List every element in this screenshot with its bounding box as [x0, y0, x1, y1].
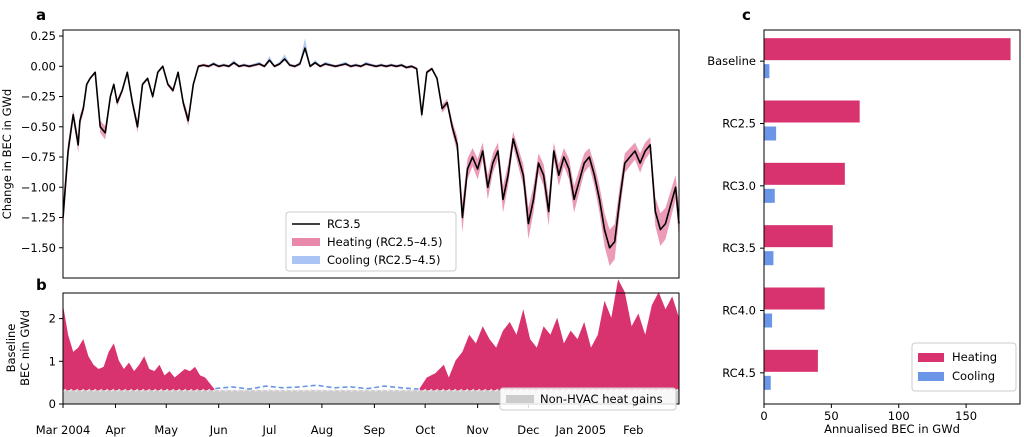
legend-swatch-heating — [292, 238, 320, 246]
panel-a-frame — [62, 29, 680, 279]
panel-b-y-tick-label: 0 — [49, 397, 56, 411]
panel-b-x-tick-label: Jul — [262, 423, 277, 437]
panel-a-legend-label: Cooling (RC2.5–4.5) — [327, 253, 440, 267]
panel-c-legend-label: Cooling — [952, 369, 995, 383]
panel-c-category-ticks: Baseline RC2.5 RC3.0 RC3.5 RC4.0 RC4.5 — [707, 54, 764, 380]
legend-swatch-heating-bar — [918, 353, 944, 362]
panel-b-x-tick-label: Aug — [311, 423, 333, 437]
panel-b-y-tick-label: 1 — [49, 354, 56, 368]
panel-b-y-label-line1: Baseline — [4, 324, 18, 373]
panel-b-x-tick-label: May — [154, 423, 178, 437]
panel-b-x-tick-label: Mar 2004 — [36, 423, 91, 437]
panel-b-x-tick-label: Oct — [415, 423, 435, 437]
panel-c-frame — [763, 29, 1021, 405]
heating-bar — [764, 38, 1011, 61]
panel-a-y-tick-label: 0.00 — [30, 59, 56, 73]
panel-a-y-tick-label: −1.50 — [21, 241, 56, 255]
panel-b-y-label-line2: BEC nin GWd — [18, 310, 32, 386]
panel-a-y-tick-label: −1.25 — [21, 211, 56, 225]
panel-b-legend: Non-HVAC heat gains — [499, 387, 677, 411]
panel-a-y-tick-label: −1.00 — [21, 180, 56, 194]
panel-a-legend-box — [285, 211, 457, 272]
panel-a-legend-label: Heating (RC2.5–4.5) — [327, 235, 442, 249]
panel-c-label: c — [742, 6, 751, 24]
heating-bar — [764, 225, 833, 248]
panel-a-y-tick-label: −0.25 — [21, 90, 56, 104]
panel-c-x-label: Annualised BEC in GWd — [824, 422, 960, 436]
panel-a-y-label: Change in BEC in GWd — [0, 89, 14, 219]
category-tick-label: Baseline — [707, 54, 756, 68]
panel-b-frame — [62, 292, 680, 405]
panel-c: c Baseline RC2.5 RC3.0 RC3.5 RC4.0 RC4.5 0 50 1… — [707, 6, 1021, 436]
heating-band — [63, 46, 679, 266]
cooling-bar — [764, 251, 774, 266]
panel-b-x-tick-label: Dec — [517, 423, 539, 437]
panel-c-x-ticks: 0 50 100 150 — [760, 404, 977, 423]
legend-swatch-non-hvac — [506, 395, 534, 403]
panel-b-x-ticks: Mar 2004 Apr May Jun Jul Aug Sep Oct Nov Dec Jan 2… — [36, 404, 643, 437]
cooling-bar — [764, 188, 775, 203]
panel-b-legend-label: Non-HVAC heat gains — [540, 392, 663, 406]
panel-b-x-tick-label: Nov — [466, 423, 489, 437]
legend-swatch-cooling — [292, 256, 320, 264]
cooling-bar — [764, 313, 773, 328]
category-tick-label: RC2.5 — [722, 117, 756, 131]
panel-c-x-tick-label: 50 — [824, 409, 839, 423]
panel-a-y-tick-label: 0.25 — [30, 29, 56, 43]
cooling-band — [208, 38, 427, 116]
panel-b-x-tick-label: Jan 2005 — [555, 423, 607, 437]
rc35-line — [62, 47, 680, 249]
panel-c-bars — [764, 38, 1011, 390]
panel-c-legend: Heating Cooling — [911, 342, 1017, 392]
panel-b-y-ticks: 0 1 2 — [49, 312, 63, 411]
panel-a-line — [62, 47, 680, 249]
cooling-bar — [764, 375, 771, 390]
panel-c-x-tick-label: 0 — [760, 409, 767, 423]
panel-b-x-tick-label: Sep — [364, 423, 386, 437]
legend-swatch-cooling-bar — [918, 372, 944, 381]
heating-bar — [764, 349, 818, 372]
panel-b: b 0 1 2 Mar 2004 Apr May Jun Jul Aug Sep Oct Nov De… — [4, 276, 680, 437]
panel-b-areas — [62, 279, 679, 404]
panel-c-legend-label: Heating — [952, 350, 997, 364]
panel-a-bands — [63, 38, 679, 266]
panel-c-x-tick-label: 150 — [955, 409, 977, 423]
cooling-dashed-line — [215, 384, 419, 390]
category-tick-label: RC4.5 — [722, 366, 756, 380]
heating-bar — [764, 162, 845, 185]
panel-a-y-ticks: 0.25 0.00 −0.25 −0.50 −0.75 −1.00 −1.25 −1.50 — [21, 29, 63, 255]
panel-a-y-tick-label: −0.75 — [21, 150, 56, 164]
panel-a-legend-label: RC3.5 — [327, 217, 361, 231]
panel-a-y-tick-label: −0.50 — [21, 120, 56, 134]
panel-a-label: a — [36, 6, 46, 24]
panel-b-x-tick-label: Apr — [106, 423, 126, 437]
category-tick-label: RC4.0 — [722, 304, 756, 318]
panel-b-x-tick-label: Jun — [209, 423, 228, 437]
panel-a: a 0.25 0.00 −0.25 −0.50 −0.75 −1.00 −1.25 −1.50… — [0, 6, 680, 279]
panel-b-x-tick-label: Feb — [623, 423, 643, 437]
panel-b-legend-box — [499, 387, 677, 411]
cooling-bar — [764, 64, 770, 79]
category-tick-label: RC3.5 — [722, 241, 756, 255]
heating-bar — [764, 287, 825, 310]
panel-b-y-tick-label: 2 — [49, 312, 56, 326]
panel-a-legend: RC3.5 Heating (RC2.5–4.5) Cooling (RC2.5–4… — [285, 211, 457, 272]
heating-bar — [764, 100, 860, 123]
cooling-bar — [764, 126, 777, 141]
panel-b-label: b — [36, 276, 47, 294]
category-tick-label: RC3.0 — [722, 179, 756, 193]
panel-c-x-tick-label: 100 — [888, 409, 910, 423]
heating-area — [63, 279, 679, 391]
